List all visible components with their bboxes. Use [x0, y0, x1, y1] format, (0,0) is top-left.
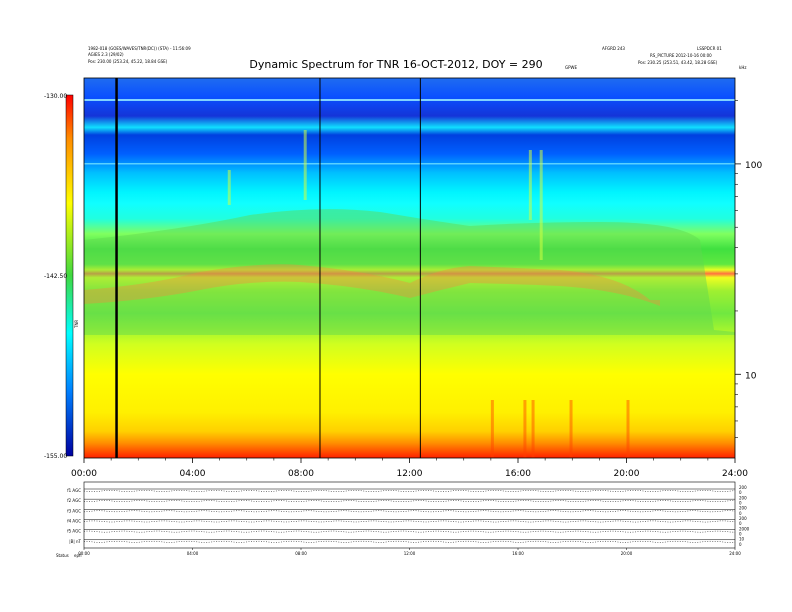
x-axis: 00:00 04:00 08:00 12:00 16:00 20:00 24:00: [71, 458, 748, 479]
stack-label: f3 AGC: [67, 508, 81, 513]
stack-traces: [83, 488, 736, 543]
colorbar-tick-bottom: -155.00: [44, 453, 67, 460]
horizontal-line-upper: [84, 99, 735, 101]
spectrogram: [84, 78, 735, 458]
stack-right-tick-label: 200: [739, 516, 747, 521]
header-right-line3: RS_PICTURE 2012-10-16 00:00: [650, 53, 712, 58]
colorbar-tick-top: -130.00: [44, 93, 67, 100]
header-far-right-small: kHz: [739, 65, 747, 70]
stack-label: f4 AGC: [67, 518, 81, 523]
header-right-line4: Pos: 230.25 (253.51, 43.42, 18.28 GSE): [638, 60, 718, 65]
x-tick-label: 04:00: [180, 469, 206, 479]
burst-feature: [528, 150, 532, 220]
stack-right-tick-label: 0: [739, 542, 742, 547]
stack-panel: f1 AGC f2 AGC f3 AGC f4 AGC f5 AGC |B| nT 00:…: [67, 481, 750, 556]
colorbar-tick-mid: -142.50: [44, 273, 67, 280]
low-frequency-feature: [531, 400, 535, 458]
x-tick-label: 20:00: [614, 469, 640, 479]
stack-right-tick-label: 0: [739, 532, 742, 537]
stack-x-ticks: 00:00 04:00 08:00 12:00 16:00 20:00 24:00: [78, 548, 741, 556]
stack-x-tick-label: 24:00: [729, 551, 741, 556]
x-tick-label: 00:00: [71, 469, 97, 479]
stack-label: f1 AGC: [67, 488, 81, 493]
stack-label: f2 AGC: [67, 498, 81, 503]
low-frequency-feature: [490, 400, 494, 458]
stack-label: |B| nT: [69, 539, 81, 544]
bottom-label-status: Status: [56, 553, 69, 558]
stack-right-tick-label: 0: [739, 521, 742, 526]
burst-feature: [303, 130, 307, 200]
spectrogram-features: [84, 99, 735, 458]
green-band: [84, 209, 735, 335]
header-right-line2: LSSPDCR 01: [697, 46, 722, 51]
x-tick-label: 12:00: [397, 469, 423, 479]
header-right-line1: AFGRD 243: [602, 46, 625, 51]
stack-x-tick-label: 04:00: [187, 551, 199, 556]
spectrogram-field: [84, 78, 735, 458]
stack-x-tick-label: 16:00: [512, 551, 524, 556]
data-gaps: [115, 78, 421, 458]
header-left-line1: 1982-018 (GOES/WAVES/TNR(DC)) (STA) - 11…: [88, 46, 191, 51]
burst-feature: [227, 170, 231, 205]
header-left-line2: AGIES 2.3 (29/02): [88, 52, 124, 57]
horizontal-line-lower: [84, 163, 735, 165]
burst-feature: [539, 150, 543, 260]
stack-x-tick-label: 20:00: [621, 551, 633, 556]
stack-labels: f1 AGC f2 AGC f3 AGC f4 AGC f5 AGC |B| nT: [67, 488, 81, 544]
x-tick-label: 16:00: [505, 469, 531, 479]
colorbar: [65, 94, 74, 457]
x-tick-label: 24:00: [722, 469, 748, 479]
emission-band: [84, 264, 660, 306]
stack-frame: [83, 481, 736, 549]
y-tick-label: 100: [745, 161, 762, 171]
header-left-line3: Pos: 230.00 (253.24, 45.22, 18.84 GSE): [88, 59, 168, 64]
chart-title: Dynamic Spectrum for TNR 16-OCT-2012, DO…: [249, 58, 543, 71]
stack-right-tick-label: 200: [739, 506, 747, 511]
stack-right-tick-label: 200: [739, 485, 747, 490]
header-center-small: GPWE: [565, 65, 577, 70]
bottom-label-eph: eph: [74, 553, 82, 558]
stack-label: f5 AGC: [67, 529, 81, 534]
stack-right-tick-label: 10: [739, 537, 745, 542]
stack-x-tick-label: 08:00: [295, 551, 307, 556]
low-frequency-feature: [626, 400, 630, 458]
stack-right-tick-label: 0: [739, 490, 742, 495]
stack-x-tick-label: 12:00: [404, 551, 416, 556]
stack-right-tick-label: 0: [739, 501, 742, 506]
y-tick-label: 10: [745, 371, 757, 381]
stack-right-tick-label: 200: [739, 495, 747, 500]
colorbar-label: TNR: [74, 320, 79, 329]
low-frequency-feature: [569, 400, 573, 458]
x-tick-label: 08:00: [288, 469, 314, 479]
stack-right-tick-label: 2000: [739, 526, 750, 531]
low-frequency-feature: [523, 400, 527, 458]
stack-x-tick-label: 00:00: [78, 551, 90, 556]
y-axis-right: 100 10: [735, 100, 762, 438]
stack-right-tick-label: 0: [739, 511, 742, 516]
